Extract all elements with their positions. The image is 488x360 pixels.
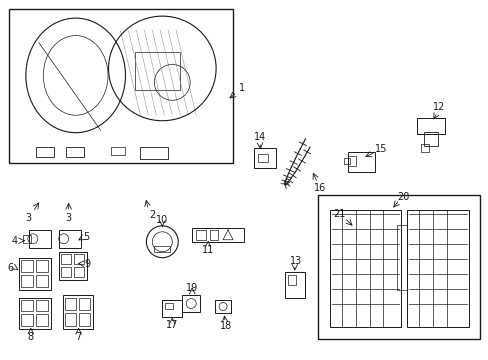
Bar bbox=[317, 195, 479, 339]
Bar bbox=[9, 9, 233, 163]
Text: 7: 7 bbox=[75, 332, 81, 342]
Text: 3: 3 bbox=[65, 213, 72, 223]
Bar bbox=[407, 210, 468, 328]
Bar bbox=[140, 147, 168, 159]
Bar bbox=[347, 152, 375, 172]
Text: 15: 15 bbox=[374, 144, 387, 154]
Text: 6: 6 bbox=[8, 263, 14, 273]
Bar bbox=[74, 267, 83, 276]
Bar bbox=[59, 252, 86, 280]
Bar bbox=[79, 298, 89, 310]
Bar bbox=[74, 254, 83, 264]
Text: 19: 19 bbox=[186, 283, 198, 293]
Bar bbox=[329, 210, 401, 328]
Text: 3: 3 bbox=[26, 213, 32, 223]
Bar bbox=[64, 298, 76, 310]
Bar bbox=[424, 132, 437, 146]
Text: 8: 8 bbox=[28, 332, 34, 342]
Bar bbox=[215, 300, 230, 314]
Text: 13: 13 bbox=[289, 256, 301, 266]
Bar bbox=[347, 156, 355, 166]
Text: 21: 21 bbox=[333, 209, 345, 219]
Bar bbox=[253, 148, 275, 168]
Bar bbox=[36, 260, 48, 272]
Text: 4: 4 bbox=[12, 236, 18, 246]
Bar bbox=[258, 154, 267, 162]
Bar bbox=[23, 235, 31, 243]
Bar bbox=[285, 272, 304, 298]
Bar bbox=[59, 230, 81, 248]
Bar bbox=[343, 158, 349, 164]
Text: 9: 9 bbox=[84, 259, 90, 269]
Text: 2: 2 bbox=[149, 210, 155, 220]
Bar bbox=[154, 246, 170, 252]
Bar bbox=[192, 228, 244, 242]
Bar bbox=[79, 314, 89, 327]
Bar bbox=[21, 315, 33, 327]
Bar bbox=[36, 300, 48, 311]
Bar bbox=[21, 275, 33, 287]
Bar bbox=[287, 275, 295, 285]
Text: 18: 18 bbox=[220, 321, 232, 332]
Bar bbox=[416, 118, 444, 134]
Bar bbox=[61, 254, 71, 264]
Text: 14: 14 bbox=[253, 132, 265, 142]
Text: 10: 10 bbox=[156, 215, 168, 225]
Bar bbox=[110, 147, 125, 155]
Bar bbox=[21, 260, 33, 272]
Bar bbox=[21, 300, 33, 311]
Text: 16: 16 bbox=[313, 183, 325, 193]
Bar bbox=[162, 300, 182, 318]
Bar bbox=[62, 294, 92, 329]
Bar bbox=[135, 53, 180, 90]
Bar bbox=[210, 230, 218, 240]
Bar bbox=[397, 225, 407, 289]
Bar bbox=[182, 294, 200, 312]
Bar bbox=[36, 147, 54, 157]
Bar bbox=[421, 144, 428, 152]
Text: 5: 5 bbox=[83, 232, 90, 242]
Text: 11: 11 bbox=[202, 245, 214, 255]
Text: 12: 12 bbox=[432, 102, 445, 112]
Bar bbox=[165, 302, 173, 310]
Bar bbox=[64, 314, 76, 327]
Bar bbox=[196, 230, 206, 240]
Bar bbox=[19, 298, 51, 329]
Bar bbox=[36, 275, 48, 287]
Text: 20: 20 bbox=[396, 192, 409, 202]
Bar bbox=[65, 147, 83, 157]
Bar bbox=[19, 258, 51, 289]
Bar bbox=[29, 230, 51, 248]
Bar bbox=[36, 315, 48, 327]
Bar bbox=[61, 267, 71, 276]
Text: 17: 17 bbox=[166, 320, 178, 330]
Text: 1: 1 bbox=[239, 84, 244, 93]
